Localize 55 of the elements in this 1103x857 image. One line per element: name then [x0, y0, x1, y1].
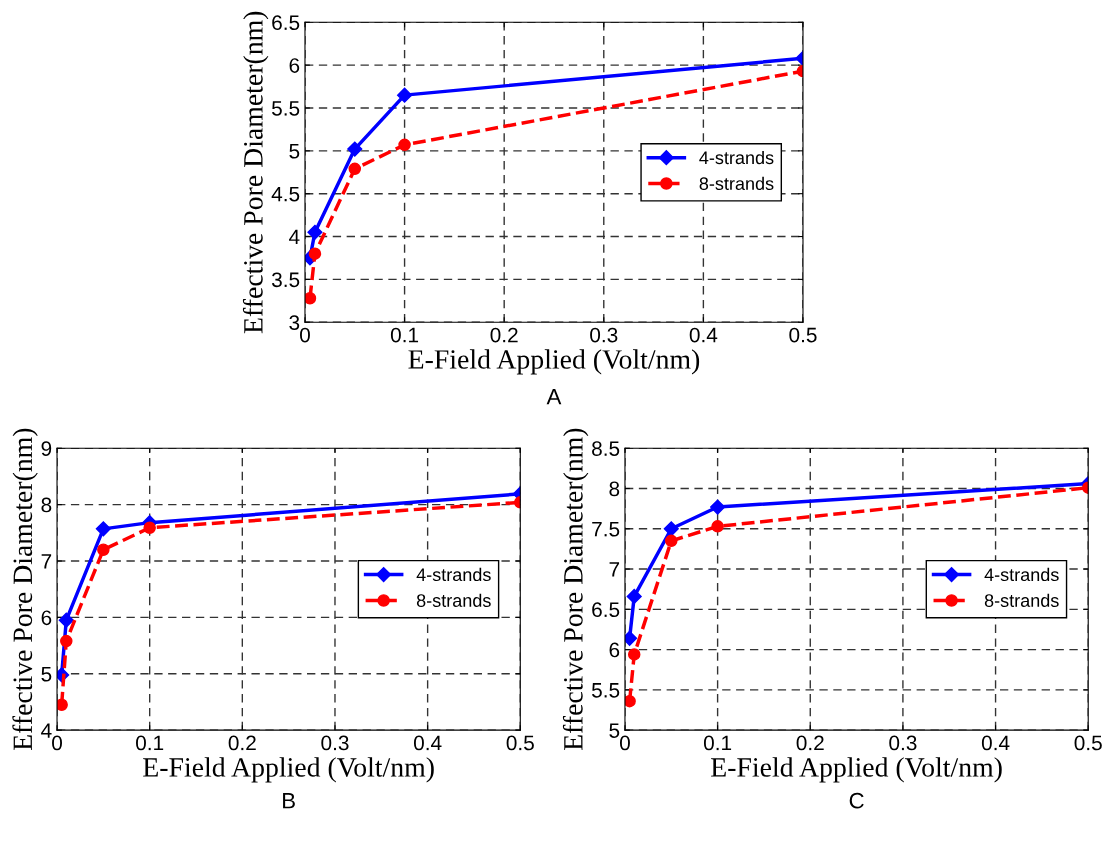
legend-label: 4-strands — [699, 150, 774, 165]
y-tick-label: 4 — [289, 229, 300, 245]
y-tick-label: 5.5 — [591, 683, 620, 698]
y-axis-title: Effective Pore Diameter(nm) — [12, 428, 38, 751]
x-tick-label: 0 — [619, 735, 630, 751]
x-tick-label: 0 — [300, 327, 310, 343]
y-tick-label: 9 — [41, 441, 52, 456]
y-tick-label: 7.5 — [592, 521, 620, 537]
y-tick-label: 7 — [41, 554, 52, 569]
y-tick-label: 4 — [41, 723, 52, 738]
y-tick-label: 8.5 — [592, 441, 620, 456]
x-axis-title: E-Field Applied (Volt/nm) — [408, 349, 700, 375]
y-tick-label: 6.5 — [592, 602, 620, 618]
x-tick-label: 0.1 — [136, 735, 164, 751]
y-tick-label: 3.5 — [271, 272, 300, 288]
x-axis-title: E-Field Applied (Volt/nm) — [143, 757, 434, 783]
y-tick-label: 3 — [289, 315, 300, 330]
legend-label: 8-strands — [699, 176, 774, 191]
y-tick-label: 6 — [41, 610, 52, 626]
x-tick-label: 0.2 — [796, 735, 824, 751]
x-tick-label: 0.3 — [321, 735, 349, 751]
y-tick-label: 7 — [609, 562, 620, 577]
text: B — [283, 793, 295, 809]
y-tick-label: 5 — [609, 723, 620, 738]
x-tick-label: 0.5 — [506, 735, 534, 751]
y-tick-label: 5 — [41, 666, 52, 682]
x-tick-label: 0.1 — [703, 735, 732, 751]
x-tick-label: 0.4 — [413, 735, 442, 751]
y-tick-label: 5 — [289, 144, 300, 159]
legend-label: 8-strands — [984, 593, 1059, 607]
y-tick-label: 6 — [289, 58, 300, 73]
y-tick-label: 8 — [41, 497, 52, 513]
legend-label: 4-strands — [416, 567, 491, 582]
y-axis-title: Effective Pore Diameter(nm) — [562, 428, 589, 751]
x-tick-label: 0.3 — [590, 327, 618, 343]
text: A — [546, 389, 562, 405]
x-tick-label: 0.5 — [789, 327, 817, 343]
text: C — [849, 792, 864, 809]
legend-label: 8-strands — [416, 593, 491, 607]
x-tick-label: 0.5 — [1074, 735, 1102, 751]
y-tick-label: 6 — [609, 642, 620, 658]
y-axis-title: Effective Pore Diameter(nm) — [242, 11, 269, 334]
x-tick-label: 0.4 — [689, 327, 718, 343]
y-tick-label: 6.5 — [272, 15, 300, 31]
x-axis-title: E-Field Applied (Volt/nm) — [711, 757, 1002, 783]
y-tick-label: 4.5 — [271, 186, 300, 202]
y-tick-label: 5.5 — [271, 101, 300, 116]
y-tick-label: 8 — [609, 481, 620, 497]
legend-label: 4-strands — [984, 567, 1059, 582]
x-tick-label: 0.4 — [981, 735, 1010, 751]
x-tick-label: 0.2 — [228, 735, 256, 751]
x-tick-label: 0.2 — [490, 327, 518, 343]
x-tick-label: 0.1 — [390, 327, 419, 343]
x-tick-label: 0.3 — [889, 735, 917, 751]
x-tick-label: 0 — [52, 735, 62, 751]
